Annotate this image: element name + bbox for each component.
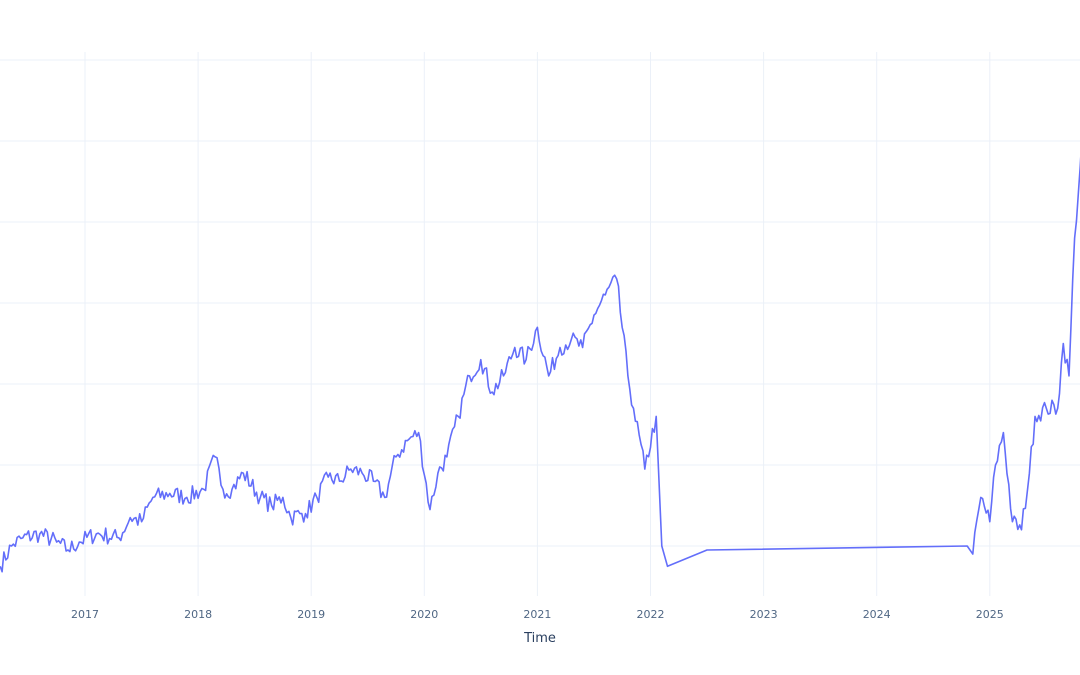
x-tick-label: 2025 xyxy=(976,608,1004,621)
x-tick-label: 2017 xyxy=(71,608,99,621)
horizontal-gridlines xyxy=(0,59,1080,547)
x-tick-label: 2024 xyxy=(863,608,891,621)
x-tick-label: 2022 xyxy=(637,608,665,621)
x-tick-label: 2023 xyxy=(750,608,778,621)
vertical-gridlines xyxy=(84,52,991,596)
series-line xyxy=(0,156,1080,573)
x-tick-label: 2018 xyxy=(184,608,212,621)
x-tick-label: 2021 xyxy=(523,608,551,621)
x-axis-ticks: 2017 2018 2019 2020 2021 2022 2023 2024 2025 xyxy=(71,608,1004,621)
x-tick-label: 2019 xyxy=(297,608,325,621)
x-tick-label: 2020 xyxy=(410,608,438,621)
x-axis-title: Time xyxy=(523,631,556,646)
